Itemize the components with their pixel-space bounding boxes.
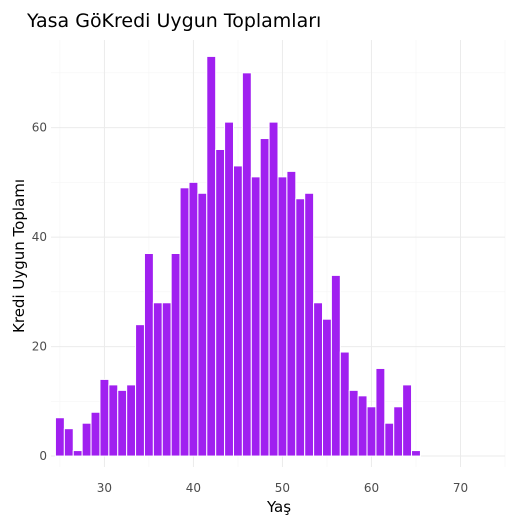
histogram-bar (90, 411, 101, 457)
x-tick-label: 30 (97, 481, 112, 495)
histogram-bar (232, 165, 243, 457)
histogram-bar (197, 192, 208, 457)
histogram-bar (384, 422, 395, 457)
x-axis-title: Yaş (266, 498, 291, 516)
histogram-bar (348, 389, 359, 457)
histogram-bar (357, 395, 368, 457)
histogram-bar (63, 428, 74, 457)
histogram-bar (286, 170, 297, 457)
histogram-bar (72, 450, 83, 457)
histogram-bar (250, 176, 261, 457)
histogram-bar (188, 181, 199, 457)
x-tick-label: 70 (453, 481, 468, 495)
histogram-bar (206, 55, 217, 457)
y-tick-label: 60 (32, 121, 47, 135)
histogram-bar (170, 253, 181, 457)
histogram-bar (277, 176, 288, 457)
histogram-bar (268, 121, 279, 457)
histogram-bar (322, 318, 332, 457)
histogram-bar (179, 187, 190, 457)
histogram-bar (224, 121, 234, 457)
histogram-bar (375, 367, 386, 457)
histogram-bar (161, 302, 172, 457)
histogram-bar (215, 148, 226, 457)
histogram-bar (393, 406, 404, 457)
histogram-bar (241, 72, 252, 457)
histogram-bar (259, 138, 270, 457)
histogram-bar (411, 450, 421, 457)
y-axis-ticks: 0 20 40 60 (32, 121, 47, 463)
y-tick-label: 40 (32, 230, 47, 244)
histogram-bar (366, 406, 377, 457)
histogram-bar (304, 192, 315, 457)
y-tick-label: 20 (32, 340, 47, 354)
histogram-bar (81, 422, 92, 457)
histogram-bar (117, 389, 128, 457)
histogram-bar (108, 384, 119, 457)
histogram-bar (135, 324, 145, 457)
x-tick-label: 50 (275, 481, 290, 495)
y-axis-title: Kredi Uygun Toplamı (10, 179, 28, 333)
x-tick-label: 60 (364, 481, 379, 495)
bars-layer (54, 55, 421, 457)
histogram-bar (99, 378, 110, 457)
histogram-bar (152, 302, 163, 457)
histogram-bar (339, 351, 350, 457)
x-axis-ticks: 30 40 50 60 70 (97, 481, 468, 495)
histogram-bar (126, 384, 137, 457)
y-tick-label: 0 (39, 449, 47, 463)
x-tick-label: 40 (186, 481, 201, 495)
histogram-bar (54, 417, 65, 457)
histogram-bar (330, 274, 341, 457)
histogram-bar (313, 302, 324, 457)
histogram-bar (402, 384, 413, 457)
histogram-bar (295, 198, 306, 457)
chart-title: Yasa GöKredi Uygun Toplamları (26, 10, 321, 32)
histogram-bar (143, 253, 154, 457)
